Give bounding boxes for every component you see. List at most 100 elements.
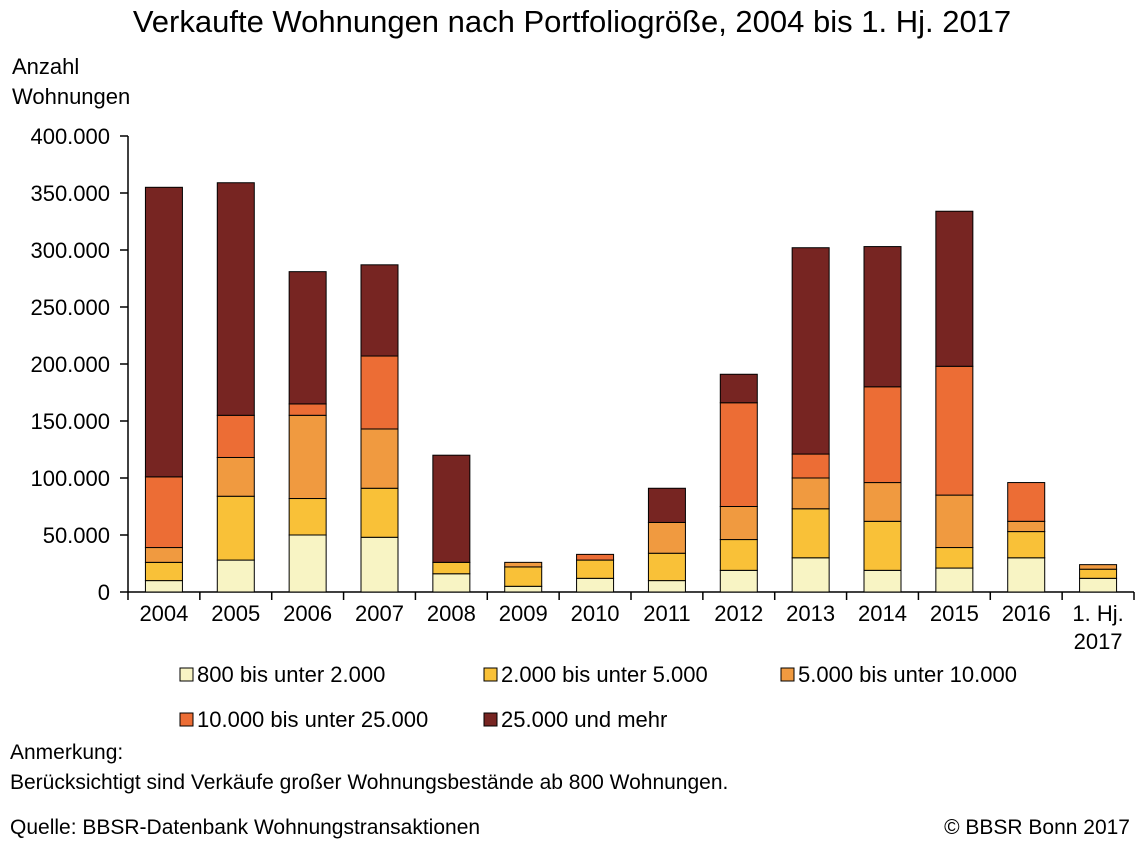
bar-segment [432,573,471,593]
x-tick-label: 2016 [1002,601,1051,626]
bar-segment [1079,564,1118,570]
source-text: Quelle: BBSR-Datenbank Wohnungstransakti… [10,816,481,839]
y-tick-label: 400.000 [30,124,110,149]
bar-segment [360,355,399,430]
bar-segment [1079,577,1118,593]
note-heading: Anmerkung: [10,741,124,764]
bar-segment [288,498,327,536]
bar-segment [288,403,327,416]
x-tick-label: 2011 [643,601,690,626]
bar-segment [863,246,902,388]
copyright-text: © BBSR Bonn 2017 [944,816,1130,839]
bar-segment [288,534,327,593]
x-tick-label: 2006 [283,601,332,626]
bar-segment [935,494,974,549]
legend-label: 25.000 und mehr [501,707,667,732]
bar-segment [504,566,543,587]
bar-segment [719,402,758,508]
bar-segment [935,567,974,593]
y-axis-label-line1: Anzahl [12,54,80,79]
x-tick-label: 2008 [427,601,476,626]
bar-segment [576,577,615,593]
bar-segment [1007,520,1046,533]
x-tick-label: 2015 [930,601,979,626]
x-tick-label: 2012 [714,601,763,626]
legend-swatch [179,712,194,727]
bar-segment [216,559,255,593]
legend-swatch [780,667,795,682]
bar-segment [360,536,399,593]
bar-segment [791,477,830,510]
y-tick-label: 300.000 [30,238,110,263]
bar-segment [288,414,327,500]
x-tick-label: 2010 [571,601,620,626]
bar-segment [360,264,399,357]
x-tick-label: 2007 [355,601,404,626]
y-tick-label: 250.000 [30,295,110,320]
y-tick-label: 350.000 [30,181,110,206]
bar-segment [288,271,327,405]
bar-segment [144,547,183,563]
bar-segment [144,580,183,593]
bar-segment [647,521,686,554]
bar-segment [216,414,255,458]
bar-segment [1007,531,1046,559]
bar-segment [144,186,183,478]
bar-segment [216,495,255,561]
y-tick-label: 0 [98,580,110,605]
legend-label: 5.000 bis unter 10.000 [798,662,1017,687]
y-tick-label: 100.000 [30,466,110,491]
bar-segment [216,456,255,497]
x-tick-label: 1. Hj. 2017 [1072,601,1123,654]
bar-segment [791,247,830,455]
bar-segment [504,561,543,568]
legend-swatch [483,712,498,727]
legend-swatch [179,667,194,682]
x-tick-label: 2005 [211,601,260,626]
bar-segment [1007,557,1046,593]
note-text: Berücksichtigt sind Verkäufe großer Wohn… [10,771,729,794]
bar-segment [647,487,686,523]
bar-segment [504,585,543,593]
bar-segment [791,557,830,593]
bar-segment [576,553,615,561]
bar-segment [144,476,183,549]
y-tick-label: 50.000 [43,523,110,548]
bar-segment [1079,568,1118,579]
bar-segment [360,428,399,489]
x-tick-label: 2013 [786,601,835,626]
bar-segment [863,520,902,571]
legend-swatch [483,667,498,682]
bar-segment [719,506,758,541]
x-tick-label: 2014 [858,601,907,626]
bar-segment [863,386,902,484]
bar-segment [144,561,183,582]
bar-segment [863,569,902,593]
bar-segment [576,559,615,579]
y-tick-label: 150.000 [30,409,110,434]
bar-segment [719,569,758,593]
bar-segment [719,373,758,404]
y-axis-label-line2: Wohnungen [12,84,131,109]
bar-segment [863,482,902,522]
bar-segment [216,182,255,416]
x-tick-label: 2004 [139,601,188,626]
bar-segment [791,508,830,559]
bar-segment [719,539,758,571]
stacked-bar-chart: 0 50.000 100.000 150.000 200.000 250.000 300.0… [30,124,1135,732]
legend-label: 2.000 bis unter 5.000 [501,662,708,687]
bar-segment [647,552,686,582]
bar-segment [647,580,686,593]
legend-label: 10.000 bis unter 25.000 [197,707,428,732]
bar-segment [935,210,974,367]
bar-segment [1007,482,1046,522]
y-tick-label: 200.000 [30,352,110,377]
bar-segment [432,561,471,575]
legend-label: 800 bis unter 2.000 [197,662,385,687]
bar-segment [791,453,830,479]
x-tick-label: 2009 [499,601,548,626]
bar-segment [360,487,399,538]
bar-segment [935,547,974,569]
chart-title: Verkaufte Wohnungen nach Portfoliogröße,… [132,4,1012,39]
bar-segment [432,454,471,563]
